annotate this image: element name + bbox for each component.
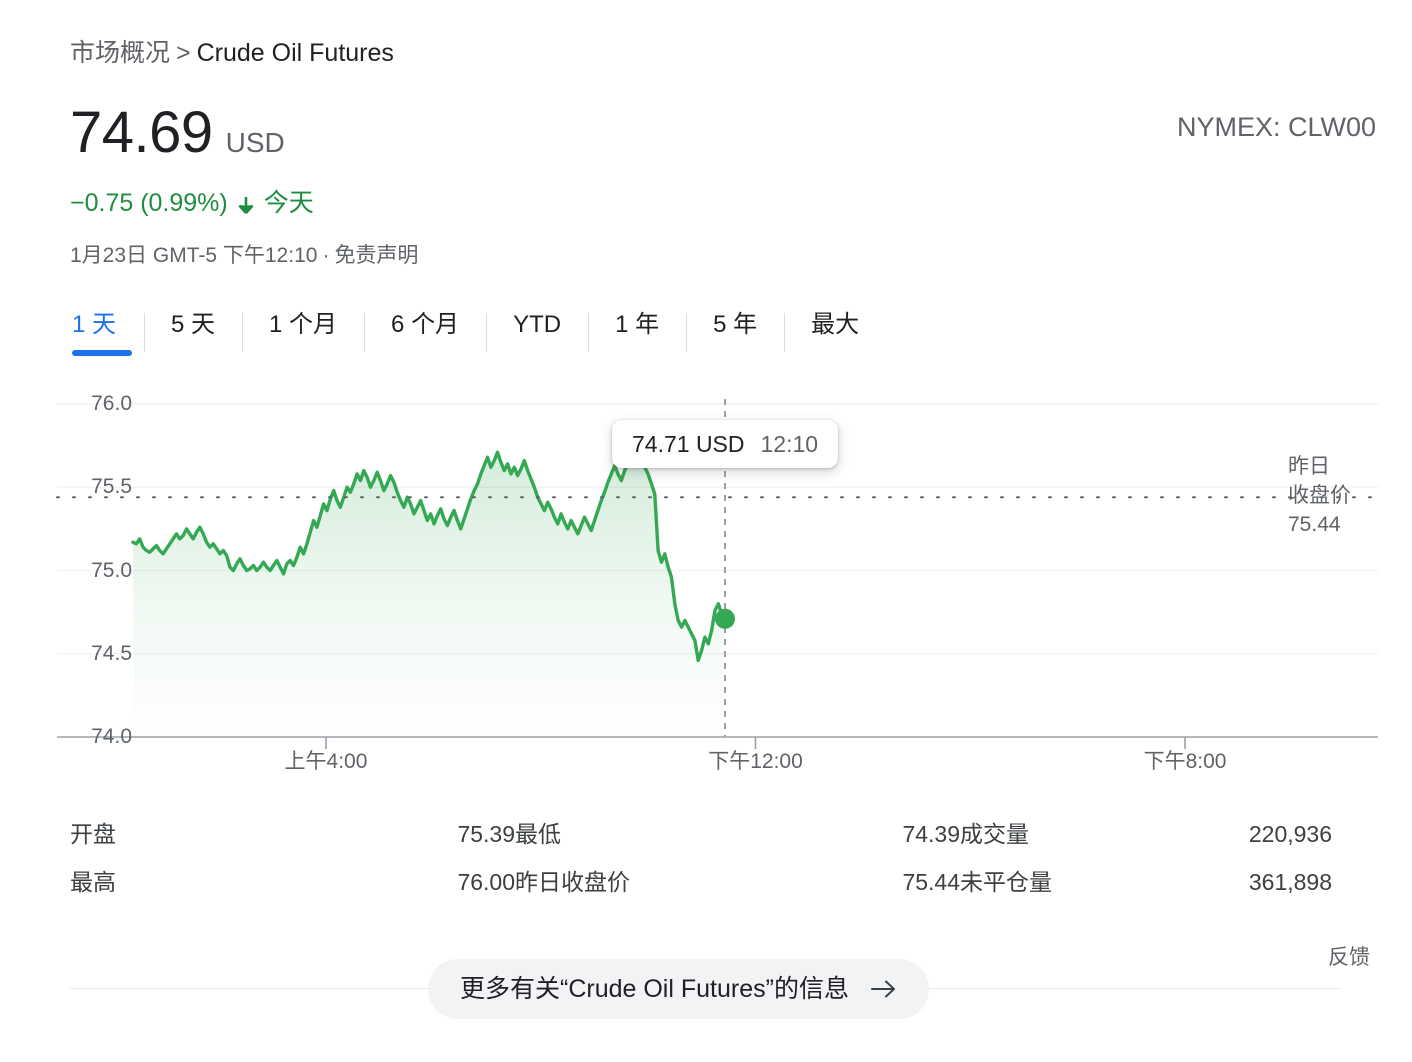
breadcrumb-current: Crude Oil Futures [196, 39, 394, 67]
price-change-value: −0.75 (0.99%) [70, 189, 228, 217]
tab-1-year[interactable]: 1 年 [588, 308, 686, 366]
more-info-button[interactable]: 更多有关“Crude Oil Futures”的信息 [428, 959, 929, 1019]
stat-label-low: 最低 [515, 821, 561, 847]
stat-value-low: 74.39 [902, 821, 960, 847]
previous-close-line2: 收盘价 [1288, 484, 1351, 507]
tab-6-months[interactable]: 6 个月 [364, 308, 486, 366]
stat-label-open: 开盘 [70, 821, 116, 847]
timestamp-text: 1月23日 GMT-5 下午12:10 [70, 244, 318, 267]
price-chart[interactable] [0, 385, 1412, 785]
tab-label: 5 年 [713, 311, 758, 338]
previous-close-line1: 昨日 [1288, 455, 1330, 478]
chart-y-tick-label: 74.5 [91, 641, 132, 665]
chart-y-axis-labels: 76.0 75.5 75.0 74.5 74.0 [60, 385, 132, 785]
chart-canvas[interactable] [0, 385, 1412, 785]
chart-x-tick-label: 下午12:00 [708, 750, 803, 773]
feedback-link[interactable]: 反馈 [1328, 946, 1370, 969]
tab-5-days[interactable]: 5 天 [144, 308, 242, 366]
quote-timestamp: 1月23日 GMT-5 下午12:10 · 免责声明 [70, 242, 418, 270]
price-change-row: −0.75 (0.99%) 今天 [70, 186, 314, 220]
chart-x-tick-label: 下午8:00 [1143, 750, 1227, 773]
tab-1-month[interactable]: 1 个月 [242, 308, 364, 366]
stat-value-open-interest: 361,898 [1248, 869, 1332, 895]
timestamp-separator: · [322, 244, 330, 267]
stat-label-volume: 成交量 [960, 821, 1029, 847]
tab-label: 最大 [811, 311, 860, 338]
tab-5-years[interactable]: 5 年 [686, 308, 784, 366]
stat-value-volume: 220,936 [1248, 821, 1332, 847]
chart-x-tick-label: 上午4:00 [284, 750, 368, 773]
breadcrumb-root-link[interactable]: 市场概况 [70, 39, 171, 67]
chart-x-axis-labels: 上午4:00 下午12:00 下午8:00 [0, 748, 1412, 788]
tab-label: 1 天 [72, 311, 117, 338]
stat-value-high: 76.00 [457, 869, 515, 895]
previous-close-annotation: 昨日 收盘价 75.44 [1288, 452, 1380, 539]
more-info-label: 更多有关“Crude Oil Futures”的信息 [460, 975, 849, 1003]
chart-y-tick-label: 76.0 [91, 392, 132, 415]
tab-active-indicator [72, 350, 133, 356]
tab-label: 1 年 [615, 311, 660, 338]
breadcrumb: 市场概况 > Crude Oil Futures [70, 36, 394, 70]
tooltip-time: 12:10 [760, 430, 819, 457]
exchange-ticker: NYMEX: CLW00 [1176, 112, 1376, 142]
arrow-right-icon [870, 978, 897, 1000]
tab-label: 1 个月 [269, 311, 338, 338]
breadcrumb-separator: > [176, 39, 191, 67]
stats-grid: 开盘 75.39 最低 74.39 成交量 220,936 最高 76.00 昨… [70, 818, 1332, 898]
chart-area-fill [133, 443, 725, 737]
price-change-period: 今天 [263, 189, 314, 217]
chart-y-tick-label: 74.0 [91, 725, 132, 748]
chart-last-point-dot [714, 608, 735, 629]
price-currency: USD [225, 127, 285, 158]
stat-label-open-interest: 未平仓量 [960, 869, 1052, 895]
tab-label: 5 天 [171, 311, 216, 338]
tooltip-price: 74.71 USD [632, 430, 745, 457]
price-value: 74.69 [70, 100, 213, 165]
range-tabs: 1 天 5 天 1 个月 6 个月 YTD 1 年 5 年 最大 [70, 308, 886, 366]
tab-max[interactable]: 最大 [784, 308, 886, 366]
price-row: 74.69 USD [70, 101, 285, 165]
chart-tooltip: 74.71 USD 12:10 [612, 420, 839, 468]
tab-label: 6 个月 [391, 311, 460, 338]
chart-y-tick-label: 75.5 [91, 475, 132, 499]
chart-x-ticks [325, 737, 1186, 749]
tab-label: YTD [513, 311, 562, 338]
disclaimer-link[interactable]: 免责声明 [334, 244, 419, 267]
previous-close-line3: 75.44 [1288, 513, 1341, 536]
arrow-down-icon [236, 192, 256, 214]
stat-value-prev-close: 75.44 [902, 869, 960, 895]
stat-label-high: 最高 [70, 869, 116, 895]
tab-ytd[interactable]: YTD [486, 308, 588, 366]
tab-1-day[interactable]: 1 天 [70, 308, 144, 366]
stat-label-prev-close: 昨日收盘价 [515, 869, 630, 895]
stat-value-open: 75.39 [457, 821, 515, 847]
chart-y-tick-label: 75.0 [91, 558, 132, 582]
